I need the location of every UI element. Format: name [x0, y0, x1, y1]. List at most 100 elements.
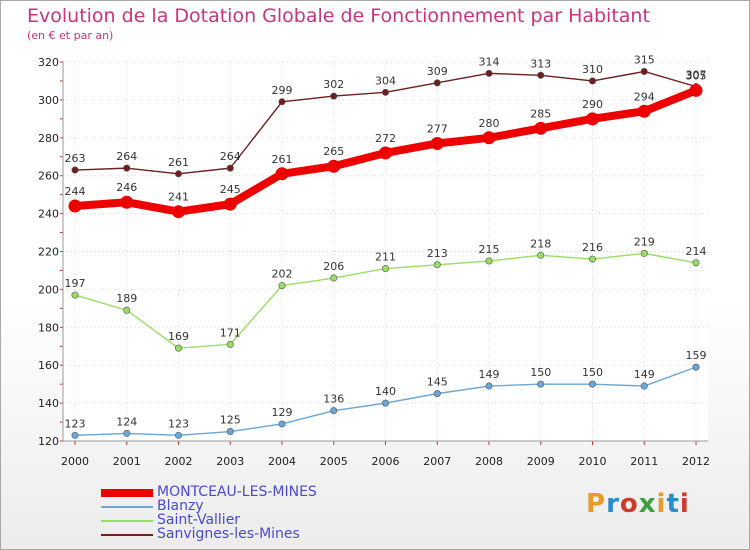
chart-title: Evolution de la Dotation Globale de Fonc… [27, 5, 650, 27]
data-point [640, 382, 648, 390]
data-point [123, 429, 131, 437]
legend-swatch [101, 506, 153, 508]
data-point [175, 431, 183, 439]
data-label: 310 [582, 63, 603, 76]
legend-label: Sanvignes-les-Mines [157, 526, 300, 542]
legend-swatch [101, 534, 153, 536]
x-tick-label: 2004 [268, 455, 296, 468]
chart-grid [63, 61, 708, 442]
data-point [226, 164, 234, 172]
logo-letter: i [679, 489, 690, 519]
data-point [175, 170, 183, 178]
proxiti-logo: Proxiti [586, 489, 690, 519]
y-tick-label: 300 [38, 94, 59, 107]
legend-label: Saint-Vallier [157, 512, 241, 528]
data-point [275, 167, 289, 181]
legend-swatch [101, 489, 153, 497]
data-point [485, 69, 493, 77]
data-label: 140 [375, 385, 396, 398]
legend-swatch [101, 520, 153, 522]
x-tick-label: 2012 [682, 455, 710, 468]
data-point [485, 382, 493, 390]
data-label: 216 [582, 241, 603, 254]
data-label: 277 [427, 122, 448, 135]
y-tick-label: 240 [38, 208, 59, 221]
x-tick-label: 2006 [372, 455, 400, 468]
data-point [381, 399, 389, 407]
data-label: 219 [634, 235, 655, 248]
data-label: 171 [220, 326, 241, 339]
logo-letter: r [606, 489, 620, 519]
data-label: 202 [272, 268, 293, 281]
data-point [588, 255, 596, 263]
data-point [123, 306, 131, 314]
data-label: 245 [220, 183, 241, 196]
data-label: 313 [530, 57, 551, 70]
y-tick-label: 140 [38, 397, 59, 410]
data-label: 285 [530, 107, 551, 120]
data-label: 294 [634, 90, 655, 103]
plot-area [63, 62, 708, 441]
x-tick-label: 2008 [475, 455, 503, 468]
y-tick-label: 200 [38, 283, 59, 296]
data-label: 314 [479, 55, 500, 68]
data-point [223, 197, 237, 211]
data-labels: 263 264 261 264 299 302 304 309 314 313 310 315 307 1… [65, 53, 707, 430]
data-label: 206 [323, 260, 344, 273]
chart-axes: 120 140 160 180 200 220 240 260 280 300 320 2000 200… [38, 56, 710, 468]
data-label: 129 [272, 406, 293, 419]
data-point [433, 390, 441, 398]
data-label: 265 [323, 145, 344, 158]
data-label: 136 [323, 393, 344, 406]
data-point [71, 166, 79, 174]
x-tick-label: 2000 [61, 455, 89, 468]
data-label: 214 [686, 245, 707, 258]
data-label: 218 [530, 237, 551, 250]
logo-letter: i [656, 489, 667, 519]
data-label: 211 [375, 251, 396, 264]
data-label: 299 [272, 84, 293, 97]
data-label: 264 [116, 150, 137, 163]
data-point [330, 92, 338, 100]
data-label: 215 [479, 243, 500, 256]
data-label: 244 [65, 185, 86, 198]
data-point [120, 195, 134, 209]
data-label: 149 [479, 368, 500, 381]
data-label: 305 [686, 69, 707, 82]
data-label: 169 [168, 330, 189, 343]
data-point [330, 407, 338, 415]
data-point [172, 205, 185, 219]
data-point [381, 88, 389, 96]
data-point [588, 77, 596, 85]
data-label: 264 [220, 150, 241, 163]
data-point [537, 71, 545, 79]
data-point [278, 282, 286, 290]
data-label: 315 [634, 53, 655, 66]
data-label: 123 [65, 417, 86, 430]
logo-letter: o [619, 489, 639, 519]
data-point [68, 199, 82, 213]
data-label: 149 [634, 368, 655, 381]
data-label: 280 [479, 117, 500, 130]
x-tick-label: 2010 [579, 455, 607, 468]
data-point [637, 104, 651, 118]
data-point [278, 98, 286, 106]
data-label: 261 [168, 156, 189, 169]
data-point [327, 159, 341, 173]
data-label: 125 [220, 414, 241, 427]
x-tick-label: 2011 [630, 455, 658, 468]
data-point [226, 340, 234, 348]
data-point [640, 67, 648, 75]
data-label: 246 [116, 181, 137, 194]
x-tick-label: 2002 [165, 455, 193, 468]
data-label: 213 [427, 247, 448, 260]
chart-subtitle: (en € et par an) [27, 29, 114, 42]
data-point [278, 420, 286, 428]
data-point [226, 428, 234, 436]
data-point [482, 131, 496, 145]
data-label: 189 [116, 292, 137, 305]
data-label: 197 [65, 277, 86, 290]
data-point [537, 380, 545, 388]
y-tick-label: 180 [38, 321, 59, 334]
